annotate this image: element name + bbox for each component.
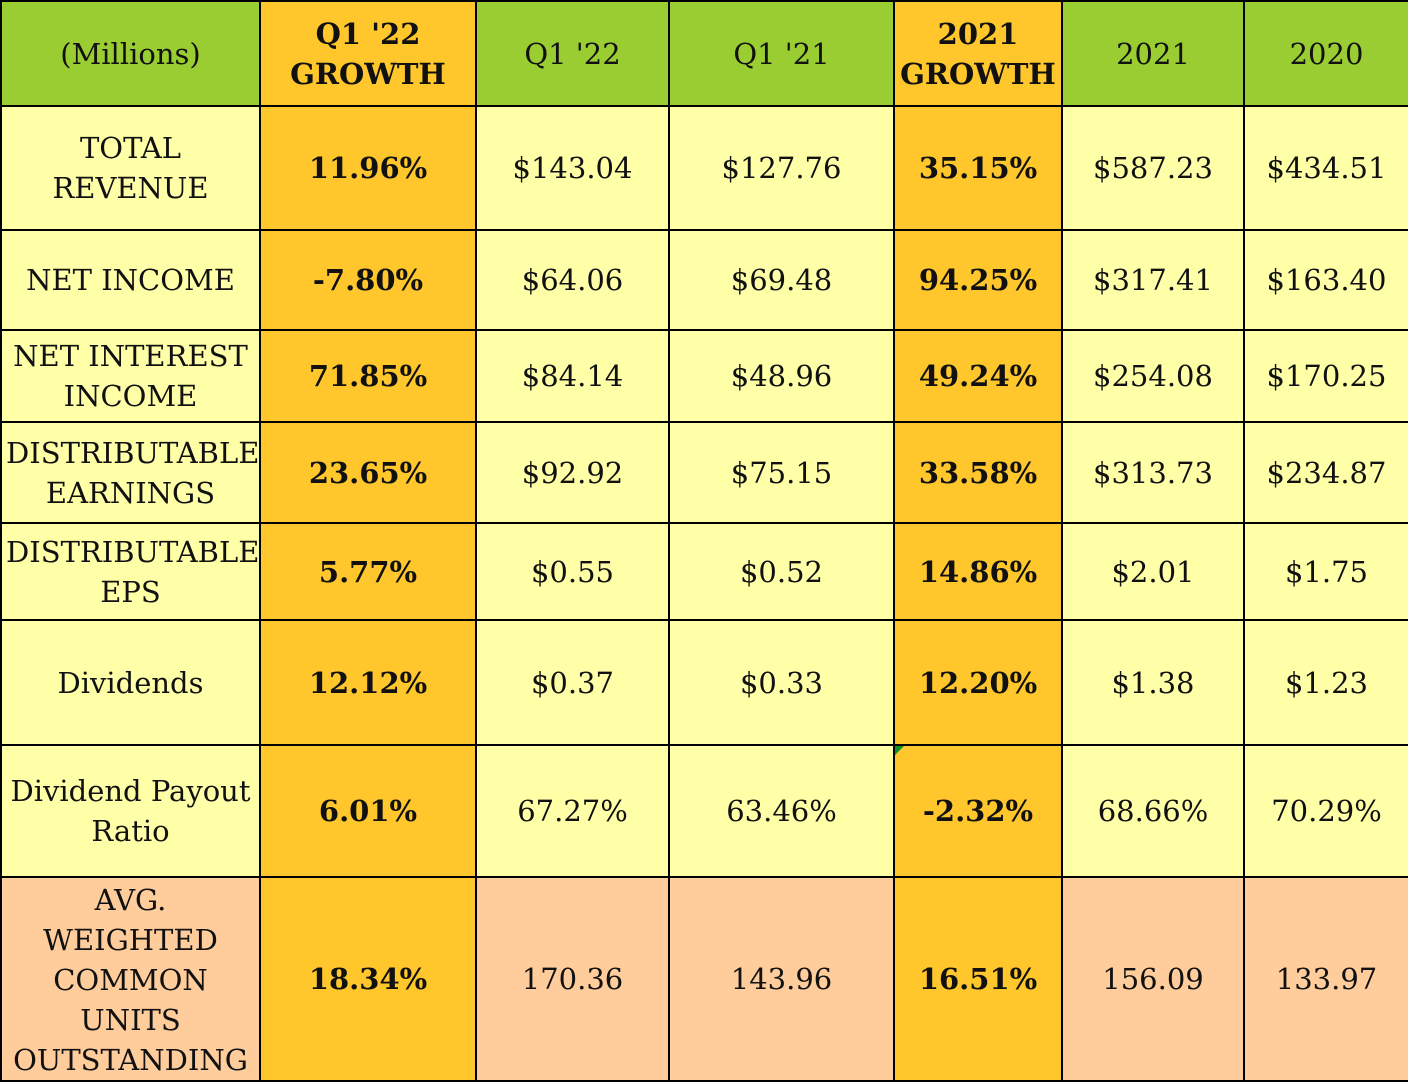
y2020-value: $1.23: [1243, 619, 1408, 746]
q1-22-growth-value: 71.85%: [259, 329, 477, 423]
y2021-value: $317.41: [1061, 229, 1245, 331]
q1-22-growth-value: 12.12%: [259, 619, 477, 746]
q1-21-value: $127.76: [668, 105, 895, 231]
table-row: Dividend Payout Ratio 6.01% 67.27% 63.46…: [0, 744, 1408, 878]
q1-21-value: 63.46%: [668, 744, 895, 878]
y2020-value: $1.75: [1243, 522, 1408, 621]
growth-2021-value: 12.20%: [893, 619, 1063, 746]
row-label: Dividends: [0, 619, 261, 746]
header-q1-22-growth-text: Q1 '22 GROWTH: [290, 16, 446, 91]
y2021-value: $2.01: [1061, 522, 1245, 621]
header-q1-22: Q1 '22: [475, 0, 670, 107]
y2021-value: $587.23: [1061, 105, 1245, 231]
q1-21-value: $69.48: [668, 229, 895, 331]
row-label: NET INTEREST INCOME: [0, 329, 261, 423]
y2021-value: $1.38: [1061, 619, 1245, 746]
q1-21-value: $48.96: [668, 329, 895, 423]
growth-2021-value: 16.51%: [893, 876, 1063, 1082]
row-label: AVG. WEIGHTED COMMON UNITS OUTSTANDING: [0, 876, 261, 1082]
table-row: NET INCOME -7.80% $64.06 $69.48 94.25% $…: [0, 229, 1408, 331]
table-row: NET INTEREST INCOME 71.85% $84.14 $48.96…: [0, 329, 1408, 423]
table-row: TOTAL REVENUE 11.96% $143.04 $127.76 35.…: [0, 105, 1408, 231]
table-row: DISTRIBUTABLE EARNINGS 23.65% $92.92 $75…: [0, 421, 1408, 524]
growth-2021-value-text: -2.32%: [922, 794, 1034, 828]
q1-22-value: $143.04: [475, 105, 670, 231]
table-row: AVG. WEIGHTED COMMON UNITS OUTSTANDING 1…: [0, 876, 1408, 1082]
header-label: (Millions): [0, 0, 261, 107]
q1-22-growth-value: 18.34%: [259, 876, 477, 1082]
y2021-value: 156.09: [1061, 876, 1245, 1082]
q1-21-value: $0.52: [668, 522, 895, 621]
q1-22-value: 170.36: [475, 876, 670, 1082]
q1-22-value: $92.92: [475, 421, 670, 524]
table-row: DISTRIBUTABLE EPS 5.77% $0.55 $0.52 14.8…: [0, 522, 1408, 621]
y2020-value: $434.51: [1243, 105, 1408, 231]
q1-21-value: 143.96: [668, 876, 895, 1082]
header-row: (Millions) Q1 '22 GROWTH Q1 '22 Q1 '21 2…: [0, 0, 1408, 107]
y2021-value: $313.73: [1061, 421, 1245, 524]
q1-22-growth-value: 11.96%: [259, 105, 477, 231]
header-2021-growth: 2021 GROWTH: [893, 0, 1063, 107]
growth-2021-value: 35.15%: [893, 105, 1063, 231]
y2020-value: $170.25: [1243, 329, 1408, 423]
q1-21-value: $75.15: [668, 421, 895, 524]
q1-22-value: 67.27%: [475, 744, 670, 878]
growth-2021-value: -2.32%: [893, 744, 1063, 878]
y2021-value: $254.08: [1061, 329, 1245, 423]
y2020-value: $234.87: [1243, 421, 1408, 524]
growth-2021-value: 14.86%: [893, 522, 1063, 621]
y2021-value: 68.66%: [1061, 744, 1245, 878]
y2020-value: 70.29%: [1243, 744, 1408, 878]
y2020-value: $163.40: [1243, 229, 1408, 331]
row-label: DISTRIBUTABLE EARNINGS: [0, 421, 261, 524]
table-row: Dividends 12.12% $0.37 $0.33 12.20% $1.3…: [0, 619, 1408, 746]
q1-22-value: $64.06: [475, 229, 670, 331]
cell-marker-icon: [896, 747, 904, 755]
q1-22-value: $0.37: [475, 619, 670, 746]
header-q1-22-growth: Q1 '22 GROWTH: [259, 0, 477, 107]
header-2020: 2020: [1243, 0, 1408, 107]
q1-22-value: $84.14: [475, 329, 670, 423]
q1-22-growth-value: 23.65%: [259, 421, 477, 524]
row-label: Dividend Payout Ratio: [0, 744, 261, 878]
q1-22-growth-value: 5.77%: [259, 522, 477, 621]
header-q1-21: Q1 '21: [668, 0, 895, 107]
growth-2021-value: 94.25%: [893, 229, 1063, 331]
growth-2021-value: 49.24%: [893, 329, 1063, 423]
row-label: TOTAL REVENUE: [0, 105, 261, 231]
growth-2021-value: 33.58%: [893, 421, 1063, 524]
row-label: NET INCOME: [0, 229, 261, 331]
row-label: DISTRIBUTABLE EPS: [0, 522, 261, 621]
q1-21-value: $0.33: [668, 619, 895, 746]
q1-22-growth-value: 6.01%: [259, 744, 477, 878]
y2020-value: 133.97: [1243, 876, 1408, 1082]
q1-22-growth-value: -7.80%: [259, 229, 477, 331]
header-2021: 2021: [1061, 0, 1245, 107]
header-2021-growth-text: 2021 GROWTH: [900, 16, 1056, 91]
q1-22-value: $0.55: [475, 522, 670, 621]
